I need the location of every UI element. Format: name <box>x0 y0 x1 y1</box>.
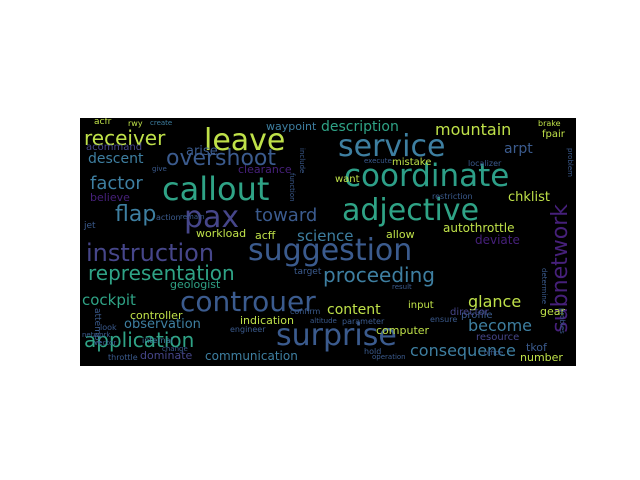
word-cloud-word: rwy <box>128 119 143 128</box>
word-cloud-word: proceeding <box>323 263 435 287</box>
word-cloud-word: glance <box>468 292 522 311</box>
word-cloud-word: gear <box>540 305 566 318</box>
word-cloud-word: parameter <box>342 317 385 326</box>
word-cloud-word: computer <box>376 324 430 337</box>
word-cloud-word: believe <box>90 191 130 204</box>
word-cloud-word: geologist <box>170 278 221 291</box>
word-cloud-word: callout <box>162 170 270 208</box>
word-cloud-word: probles <box>558 308 566 334</box>
word-cloud-word: suggestion <box>248 233 413 268</box>
word-cloud-word: number <box>520 351 563 364</box>
word-cloud-word: acff <box>255 229 276 242</box>
word-cloud-word: profile <box>461 310 493 321</box>
word-cloud-word: give <box>152 165 167 173</box>
word-cloud-word: communication <box>205 349 298 363</box>
word-cloud-word: brake <box>538 119 561 128</box>
word-cloud-word: clearance <box>238 163 292 176</box>
word-cloud-word: service <box>338 129 446 164</box>
word-cloud-word: content <box>327 302 381 318</box>
word-cloud-word: pax <box>184 200 240 235</box>
word-cloud-word: overshoot <box>166 146 277 171</box>
word-cloud-word: acfr <box>94 118 112 127</box>
word-cloud-word: determine <box>540 268 548 305</box>
word-cloud-word: dominate <box>140 349 193 362</box>
word-cloud-word: create <box>150 119 173 127</box>
word-cloud-word: include <box>298 148 306 174</box>
word-cloud-word: description <box>321 119 399 135</box>
word-cloud-word: science <box>297 227 354 245</box>
word-cloud-word: ensure <box>430 315 458 324</box>
word-cloud-word: fpair <box>542 129 565 140</box>
word-cloud-word: acommand <box>86 142 143 153</box>
word-cloud-word: altitude <box>310 317 337 325</box>
word-cloud-word: chklist <box>508 190 551 205</box>
word-cloud-word: execute <box>364 157 392 165</box>
word-cloud-word: allow <box>386 228 415 241</box>
word-cloud-word: workload <box>196 227 247 240</box>
word-cloud-word: input <box>408 300 434 311</box>
word-cloud-word: resource <box>476 332 520 343</box>
word-cloud-word: vector <box>94 339 117 347</box>
word-cloud-word: action <box>156 213 181 222</box>
word-cloud-word: adjective <box>342 193 480 228</box>
word-cloud-word: restriction <box>432 192 473 201</box>
word-cloud-word: controller <box>130 309 183 322</box>
word-cloud-word: leave <box>204 123 286 158</box>
word-cloud-word: instruction <box>86 239 215 267</box>
word-cloud-word: hold <box>364 347 382 356</box>
word-cloud-word: indication <box>240 314 294 327</box>
word-cloud-word: receiver <box>84 126 166 150</box>
word-cloud-word: problem <box>566 148 574 177</box>
word-cloud-word: controuer <box>180 285 316 318</box>
word-cloud-word: director <box>450 307 489 318</box>
word-cloud-word: tkof <box>526 341 547 354</box>
word-cloud-word: waypoint <box>266 120 317 133</box>
word-cloud-word: want <box>335 174 360 185</box>
word-cloud-word: jet <box>84 221 96 231</box>
word-cloud-word: coordinate <box>344 158 510 194</box>
word-cloud-word: attempt <box>92 308 102 345</box>
word-cloud-word: look <box>100 323 117 332</box>
word-cloud-word: throttle <box>108 353 138 362</box>
word-cloud-word: target <box>294 267 322 277</box>
word-cloud-word: representation <box>88 261 235 285</box>
word-cloud-word: descent <box>88 151 144 167</box>
word-cloud-word: engineer <box>230 325 266 334</box>
word-cloud: suggestion controuer callout service coo… <box>80 118 576 366</box>
word-cloud-word: function <box>288 173 296 202</box>
word-cloud-word: flap <box>115 202 157 227</box>
word-cloud-word: mistake <box>392 157 432 168</box>
word-cloud-word: mountain <box>435 120 512 139</box>
word-cloud-word: network <box>82 331 111 339</box>
word-cloud-word: toward <box>255 205 318 226</box>
word-cloud-word: change <box>162 345 188 353</box>
word-cloud-word: autothrottle <box>443 221 515 235</box>
word-cloud-word: internal <box>142 336 173 345</box>
word-cloud-word: confirm <box>290 307 321 316</box>
word-cloud-word: observation <box>124 317 201 332</box>
word-cloud-word: remain <box>180 213 205 221</box>
word-cloud-word: result <box>392 283 412 291</box>
word-cloud-word: operation <box>372 353 406 361</box>
word-cloud-word: cockpit <box>82 291 136 309</box>
word-cloud-word: arpt <box>504 141 533 157</box>
word-cloud-word: application <box>84 328 195 352</box>
word-cloud-word: become <box>468 316 533 335</box>
word-cloud-word: deviate <box>475 233 520 247</box>
word-cloud-word: consequence <box>410 341 516 360</box>
word-cloud-word: surprise <box>276 318 397 353</box>
word-cloud-word: localizer <box>468 159 502 168</box>
word-cloud-word: office <box>484 349 504 357</box>
word-cloud-word: arise <box>186 144 218 159</box>
word-cloud-word: factor <box>90 173 143 194</box>
